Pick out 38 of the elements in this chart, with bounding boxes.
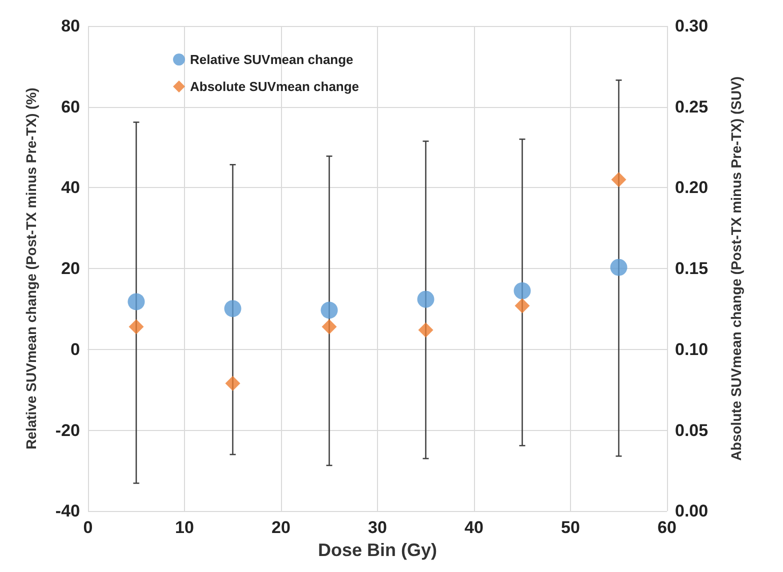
y2-tick-label: 0.10 [675, 340, 708, 359]
x-tick-label: 50 [561, 518, 580, 538]
y2-tick-label: 0.00 [675, 502, 708, 521]
y2-tick-label: 0.15 [675, 259, 708, 278]
point [225, 376, 240, 391]
y-tick-label: 80 [61, 16, 80, 36]
point [417, 290, 434, 308]
point [224, 300, 242, 318]
point [322, 319, 337, 334]
point [611, 172, 626, 188]
point [320, 302, 338, 319]
y-tick-label: 20 [61, 259, 80, 278]
y2-tick-label: 0.05 [675, 420, 708, 440]
y2-tick-label: 0.20 [675, 178, 708, 198]
point [418, 322, 434, 338]
y2-tick-label: 0.30 [675, 16, 708, 36]
y2-tick-label: 0.25 [675, 97, 708, 116]
point [514, 282, 531, 300]
point [610, 258, 628, 276]
x-tick-label: 0 [83, 518, 93, 538]
y-axis-title: Relative SUVmean change (Post-TX minus Pre-TX) (%) [23, 88, 39, 450]
x-axis-title: Dose Bin (Gy) [318, 540, 438, 560]
y-tick-label: -20 [55, 420, 80, 440]
point [128, 319, 144, 334]
legend-label: Absolute SUVmean change [190, 79, 360, 94]
y-tick-label: 40 [61, 178, 80, 198]
point [128, 293, 145, 310]
x-tick-label: 60 [658, 518, 676, 538]
x-tick-label: 30 [368, 518, 387, 538]
legend-label: Relative SUVmean change [190, 52, 354, 67]
x-tick-label: 20 [272, 518, 290, 538]
x-tick-label: 40 [464, 518, 484, 538]
y-tick-label: 60 [61, 97, 80, 116]
y-tick-label: -40 [55, 502, 80, 521]
point [514, 298, 530, 314]
x-tick-label: 10 [175, 518, 194, 538]
y-tick-label: 0 [70, 340, 80, 359]
y2-axis-title: Absolute SUVmean change (Post-TX minus Pre-TX) (SUV) [728, 76, 744, 461]
